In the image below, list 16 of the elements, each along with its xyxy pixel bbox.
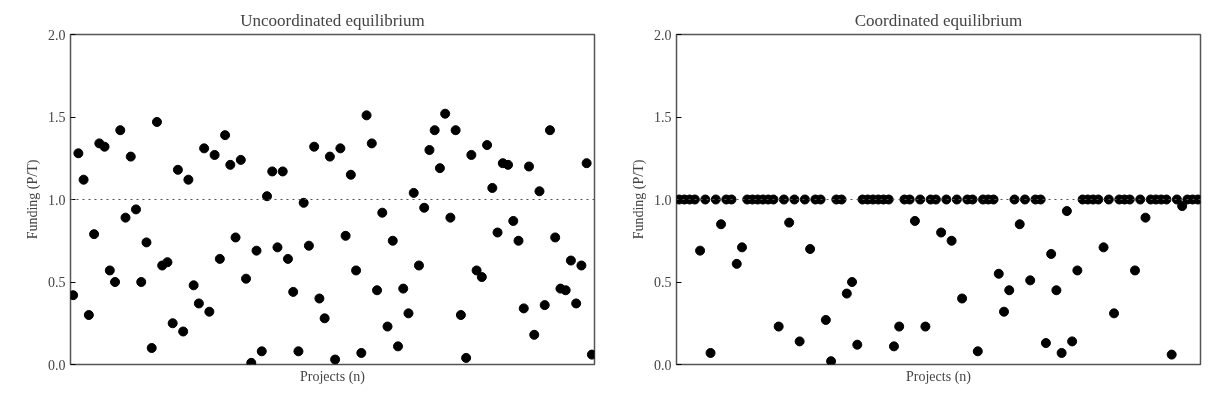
y-tick-label: 2.0 [654, 27, 672, 43]
y-axis-title: Funding (P/T) [631, 159, 647, 240]
y-tick-label: 2.0 [48, 27, 66, 43]
x-axis-title: Projects (n) [906, 368, 972, 385]
y-tick-label: 1.0 [48, 192, 66, 208]
y-tick-label: 1.5 [654, 110, 672, 125]
y-tick-label: 1.0 [654, 192, 672, 208]
y-tick-label: 0.5 [654, 275, 672, 290]
x-axis-title: Projects (n) [300, 368, 366, 385]
y-tick-label: 0.0 [654, 357, 672, 373]
y-axis-title: Funding (P/T) [25, 159, 41, 240]
chart-title: Uncoordinated equilibrium [240, 10, 425, 30]
chart-title: Coordinated equilibrium [854, 10, 1023, 30]
y-tick-label: 0.5 [48, 275, 66, 290]
y-tick-label: 1.5 [48, 110, 66, 125]
y-tick-label: 0.0 [48, 357, 66, 373]
